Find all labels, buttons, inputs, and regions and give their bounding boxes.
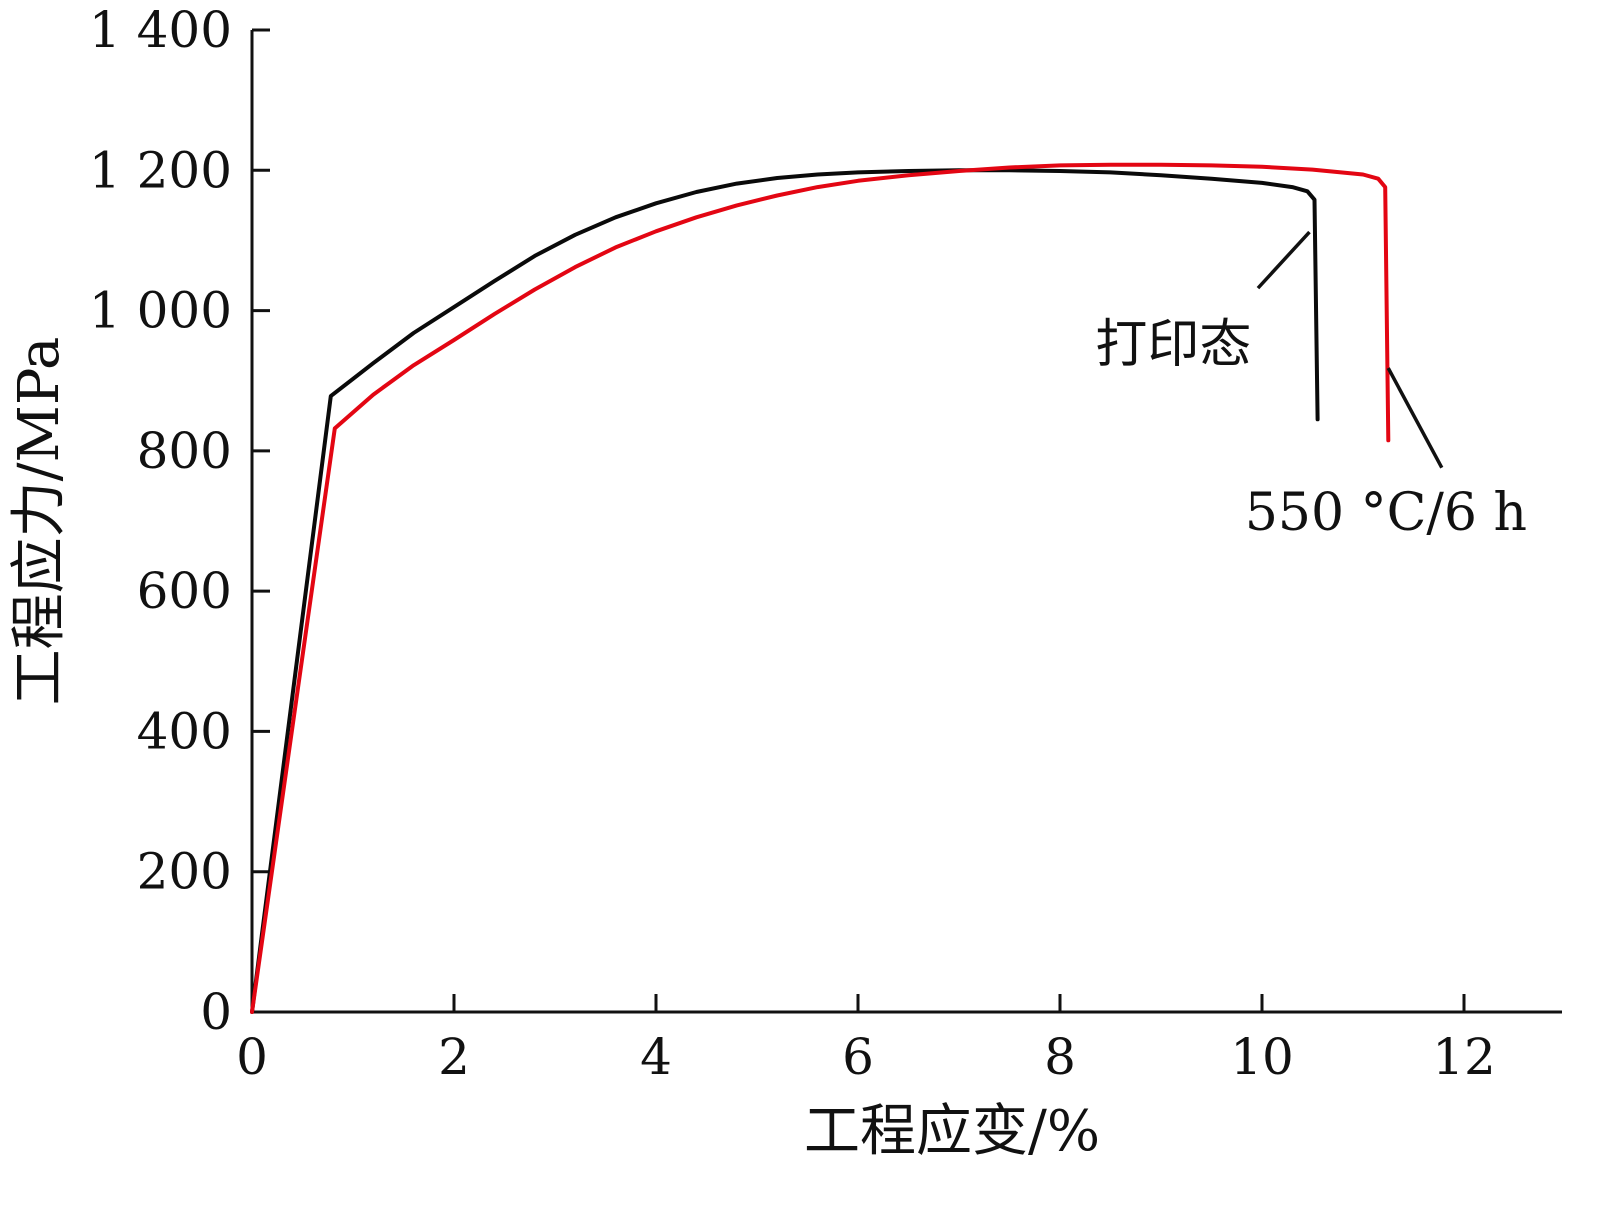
y-tick-label: 600 bbox=[137, 562, 232, 620]
annotation-label-0: 打印态 bbox=[1095, 315, 1251, 375]
axes bbox=[250, 30, 1562, 1014]
y-tick-label: 0 bbox=[200, 983, 232, 1041]
series-line-aged-550c bbox=[250, 162, 1391, 1014]
x-axis-title: 工程应变/% bbox=[804, 1099, 1100, 1164]
x-tick-label: 2 bbox=[438, 1028, 470, 1086]
x-tick-label: 12 bbox=[1432, 1028, 1496, 1086]
y-tick-label: 1 000 bbox=[89, 282, 232, 340]
annotation-leader-1 bbox=[1386, 367, 1444, 469]
x-tick-label: 4 bbox=[640, 1028, 672, 1086]
x-tick-label: 6 bbox=[842, 1028, 874, 1086]
series-line-as-printed bbox=[250, 168, 1320, 1014]
y-tick-label: 1 400 bbox=[89, 1, 232, 59]
x-tick-group: 0 2 4 6 8 10 12 bbox=[236, 994, 1496, 1086]
y-tick-label: 800 bbox=[137, 422, 232, 480]
annotation-label-1: 550 °C/6 h bbox=[1245, 483, 1527, 543]
y-tick-label: 1 200 bbox=[89, 141, 232, 199]
x-tick-label: 8 bbox=[1044, 1028, 1076, 1086]
y-tick-label: 200 bbox=[137, 843, 232, 901]
y-tick-label: 400 bbox=[137, 702, 232, 760]
y-tick-group: 0 200 400 600 800 1 000 1 200 1 400 bbox=[89, 1, 270, 1041]
x-tick-label: 10 bbox=[1230, 1028, 1294, 1086]
y-axis-title: 工程应力/MPa bbox=[7, 337, 72, 706]
x-tick-label: 0 bbox=[236, 1028, 268, 1086]
annotation-leader-0 bbox=[1256, 230, 1311, 290]
